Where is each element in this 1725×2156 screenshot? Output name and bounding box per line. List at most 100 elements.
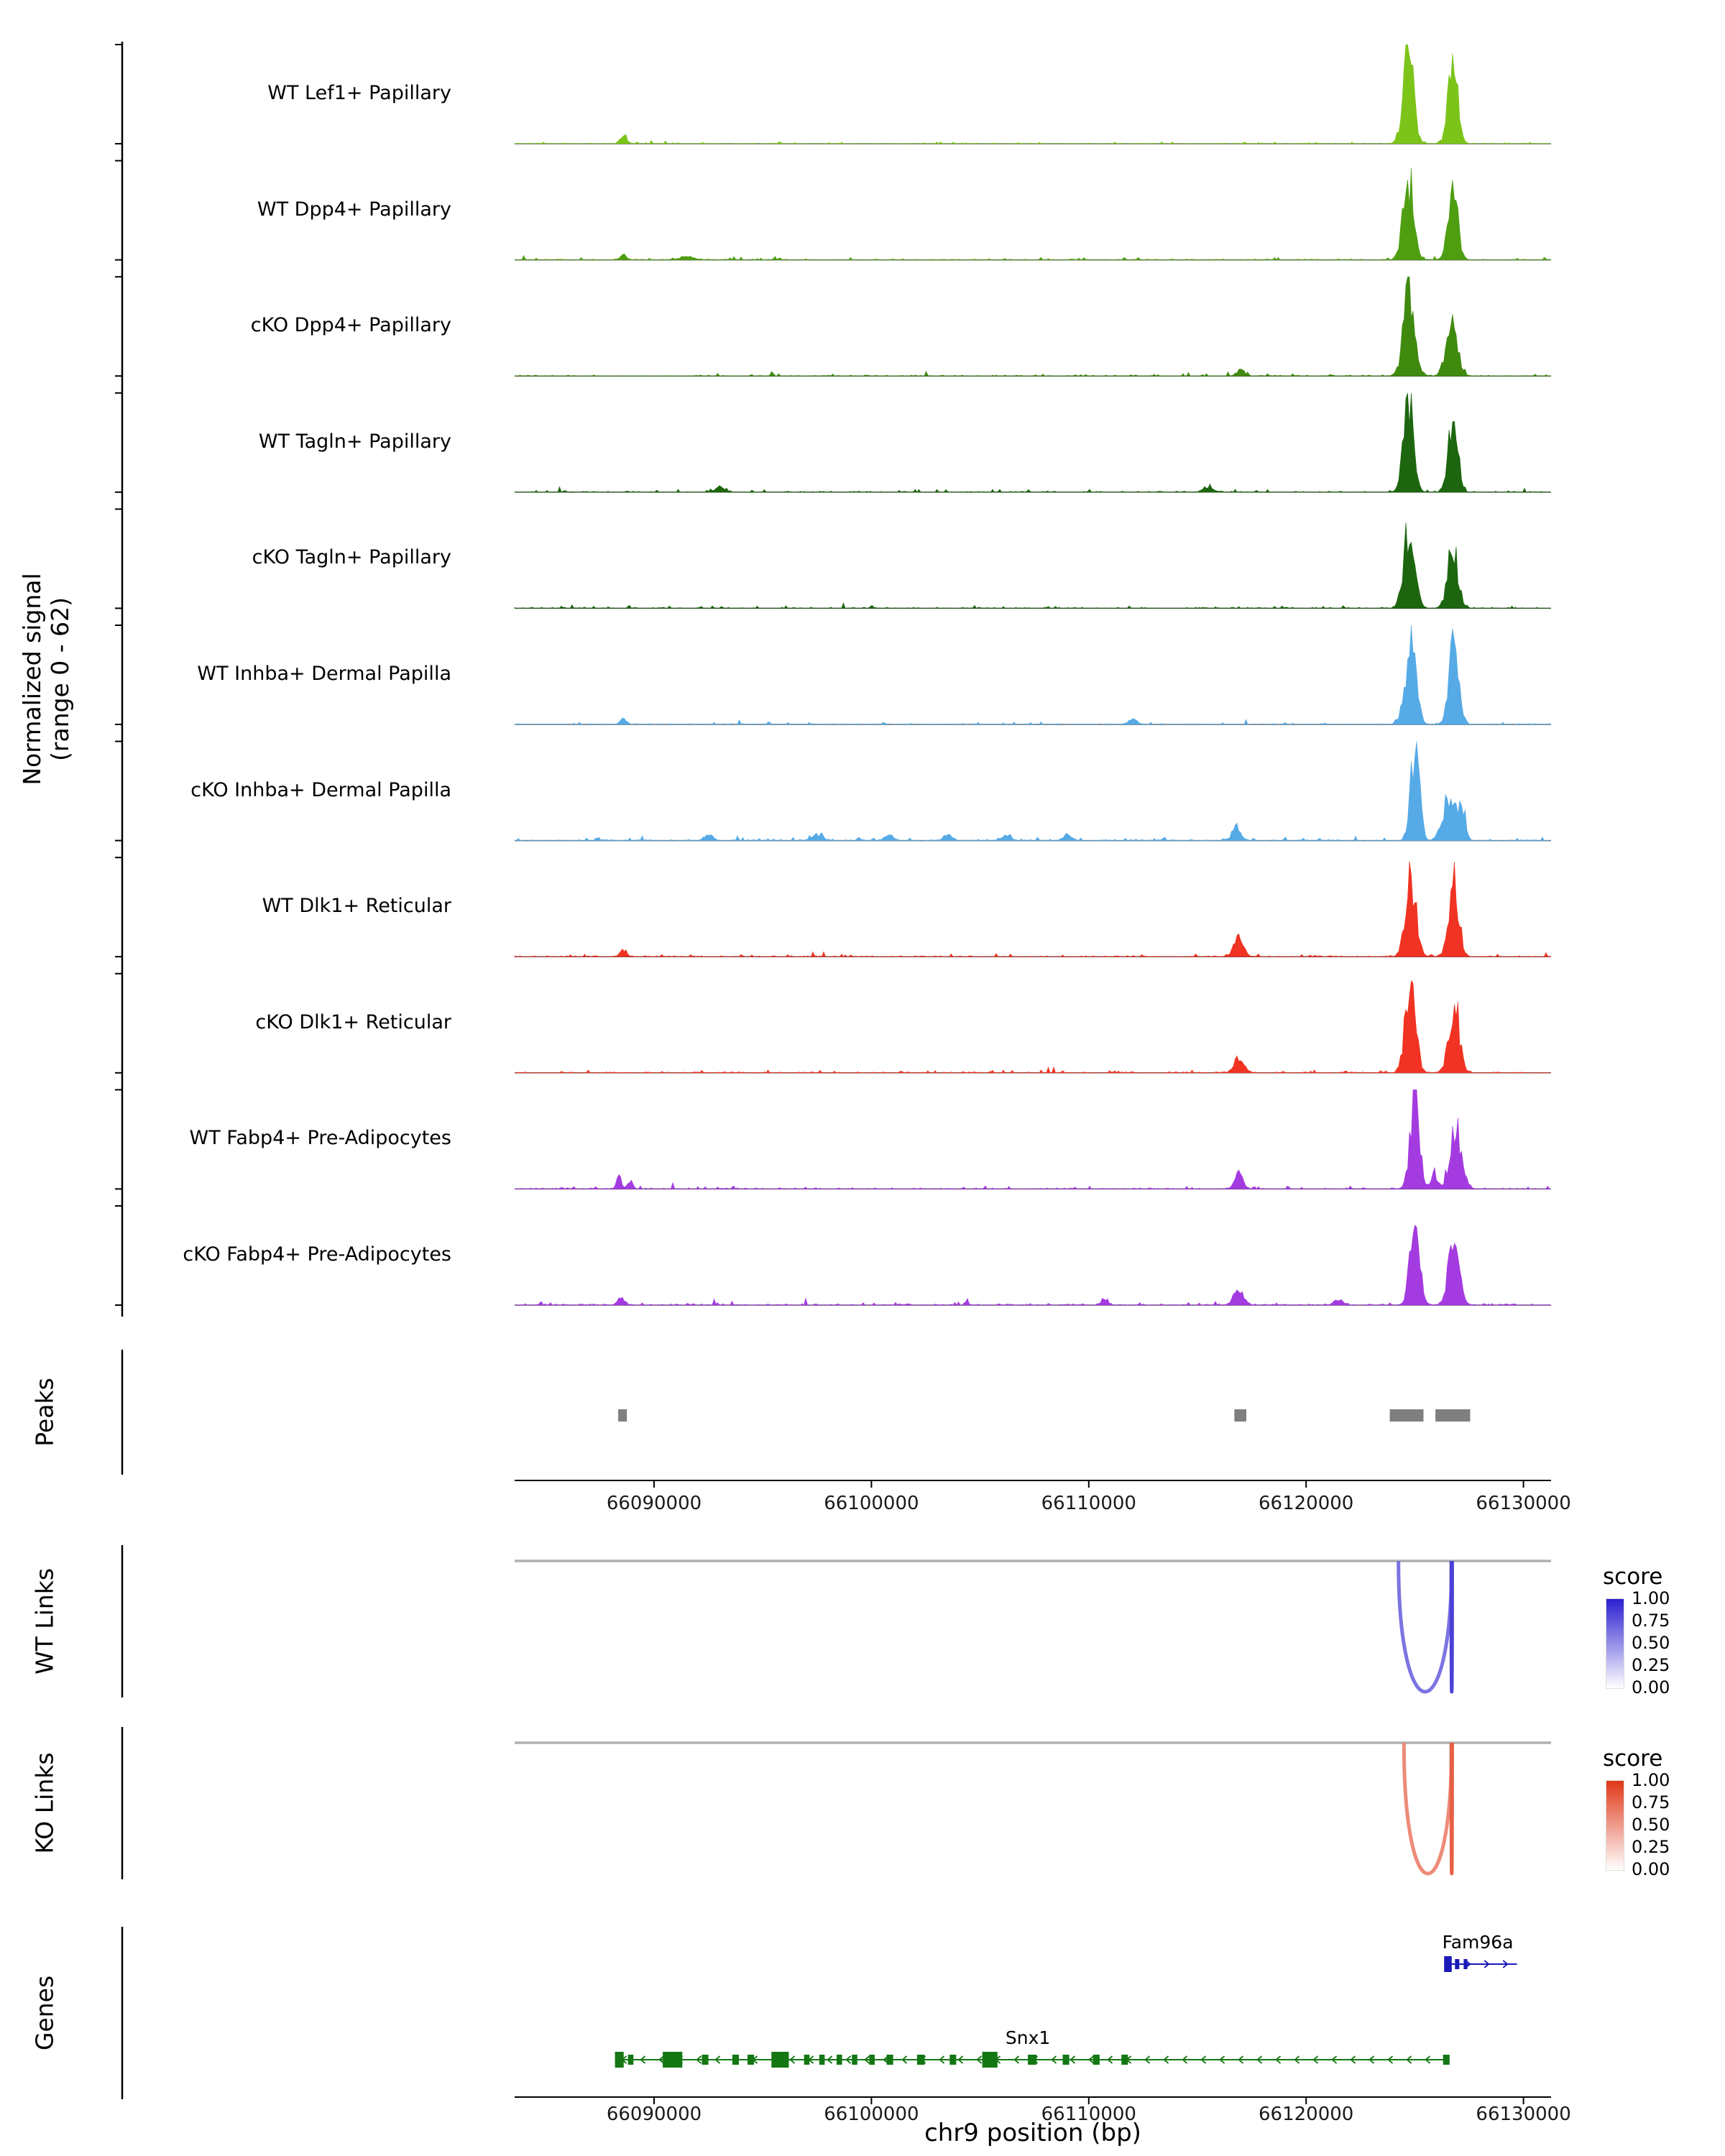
gene-exon [702,2055,709,2065]
legend-tick-label: 0.00 [1632,1677,1670,1697]
y-axis-label-line1: Normalized signal [18,573,46,786]
genomic-axis-top: 66090000 66100000 66110000 66120000 66130000 [515,1480,1571,1514]
strand-arrow [789,2055,796,2064]
gene-exon [869,2055,875,2065]
strand-arrow [976,2055,983,2064]
gene-snx1: Snx1 [615,2027,1450,2068]
coverage-signal [514,861,1552,957]
strand-arrow [1088,2055,1095,2064]
ko-score-legend: score 1.00 0.75 0.50 0.25 0.00 [1603,1746,1724,1882]
strand-arrow [714,2055,721,2064]
wt-legend-ticks: 1.00 0.75 0.50 0.25 0.00 [1632,1590,1718,1696]
strand-arrow [1256,2055,1263,2064]
gene-exon [916,2055,925,2065]
gene-name-label: Fam96a [1443,1932,1514,1953]
signal-track-1 [514,44,1552,144]
strand-arrow [1219,2055,1225,2064]
track-label: cKO Dlk1+ Reticular [255,1010,451,1033]
signal-track-5 [514,522,1552,609]
gene-exon [627,2055,634,2065]
wt-legend-title: score [1603,1564,1663,1590]
legend-tick-label: 0.75 [1632,1611,1670,1631]
signal-track-4 [514,392,1552,493]
strand-arrow [1200,2055,1207,2064]
coverage-signal [514,167,1552,260]
signal-track-11 [514,1225,1552,1306]
axis-tick-label: 66100000 [824,1493,919,1514]
signal-tracks [514,44,1552,1306]
y-axis-label-line2: (range 0 - 62) [46,596,74,762]
x-axis-title: chr9 position (bp) [924,2119,1141,2147]
legend-tick-label: 0.00 [1632,1859,1670,1879]
gene-exon [1062,2055,1070,2065]
gene-exon [1463,1959,1468,1969]
strand-arrow [696,2055,702,2064]
axis-tick-label: 66120000 [1259,1493,1353,1514]
gene-fam96a: Fam96a [1443,1932,1517,1972]
peaks-section-label: Peaks [30,1378,59,1447]
gene-exon [837,2055,842,2065]
strand-arrow [658,2055,665,2064]
track-label: WT Fabp4+ Pre-Adipocytes [189,1127,452,1150]
gene-exon [732,2055,739,2065]
strand-arrow [1368,2055,1375,2064]
strand-arrow [1182,2055,1188,2064]
ko-links-section-label: KO Links [30,1752,59,1854]
strand-arrow [1350,2055,1356,2064]
legend-tick-label: 1.00 [1632,1588,1670,1608]
coverage-signal [514,980,1552,1074]
track-label: WT Dpp4+ Papillary [257,198,451,221]
coverage-signal [514,1225,1552,1306]
axis-tick-label: 66110000 [1041,1493,1136,1514]
axis-tick-label: 66090000 [607,2104,702,2125]
axis-tick-label: 66120000 [1259,2104,1353,2125]
strand-arrow [957,2055,964,2064]
axis-tick-label: 66130000 [1476,2104,1570,2125]
peak-interval [1435,1409,1471,1422]
strand-arrow [883,2055,889,2064]
track-label: cKO Dpp4+ Papillary [250,314,451,337]
peak-interval [1234,1409,1246,1422]
coverage-signal [514,276,1552,377]
track-label: WT Dlk1+ Reticular [262,895,451,918]
gene-exon [886,2055,893,2065]
gene-exon [949,2055,957,2065]
strand-arrow [1406,2055,1412,2064]
strand-arrow [845,2055,852,2064]
strand-arrow [1331,2055,1338,2064]
genes-section-label: Genes [30,1975,59,2051]
coverage-signal [514,741,1552,842]
coverage-signal [514,392,1552,493]
track-label: WT Inhba+ Dermal Papilla [197,663,451,685]
peaks-track [618,1409,1471,1422]
gene-exon [982,2052,998,2068]
gene-exon [748,2055,755,2065]
gene-exon [615,2052,624,2068]
gene-exon [804,2055,810,2065]
gene-exon [819,2055,825,2065]
signal-track-6 [514,625,1552,725]
legend-tick-label: 0.25 [1632,1837,1670,1857]
wt-links-plot [515,1560,1551,1694]
gene-exon [1444,1956,1452,1972]
gene-exon [1455,1959,1460,1969]
ko-legend-ticks: 1.00 0.75 0.50 0.25 0.00 [1632,1772,1718,1878]
strand-arrow [901,2055,908,2064]
legend-tick-label: 0.25 [1632,1655,1670,1675]
coverage-signal [514,625,1552,725]
link-arc [1402,1742,1454,1876]
strand-arrow [939,2055,945,2064]
signal-track-8 [514,861,1552,957]
gene-exon [1028,2055,1037,2065]
peak-interval [618,1409,627,1422]
wt-legend-gradient [1606,1598,1624,1689]
signal-track-7 [514,741,1552,842]
link-arc [1397,1560,1454,1694]
legend-tick-label: 0.75 [1632,1792,1670,1812]
gene-exon [771,2052,789,2068]
axis-tick-label: 66110000 [1041,2104,1136,2125]
coverage-signal [514,1089,1551,1189]
strand-arrow [1238,2055,1244,2064]
legend-tick-label: 0.50 [1632,1633,1670,1653]
strand-arrow [1144,2055,1151,2064]
